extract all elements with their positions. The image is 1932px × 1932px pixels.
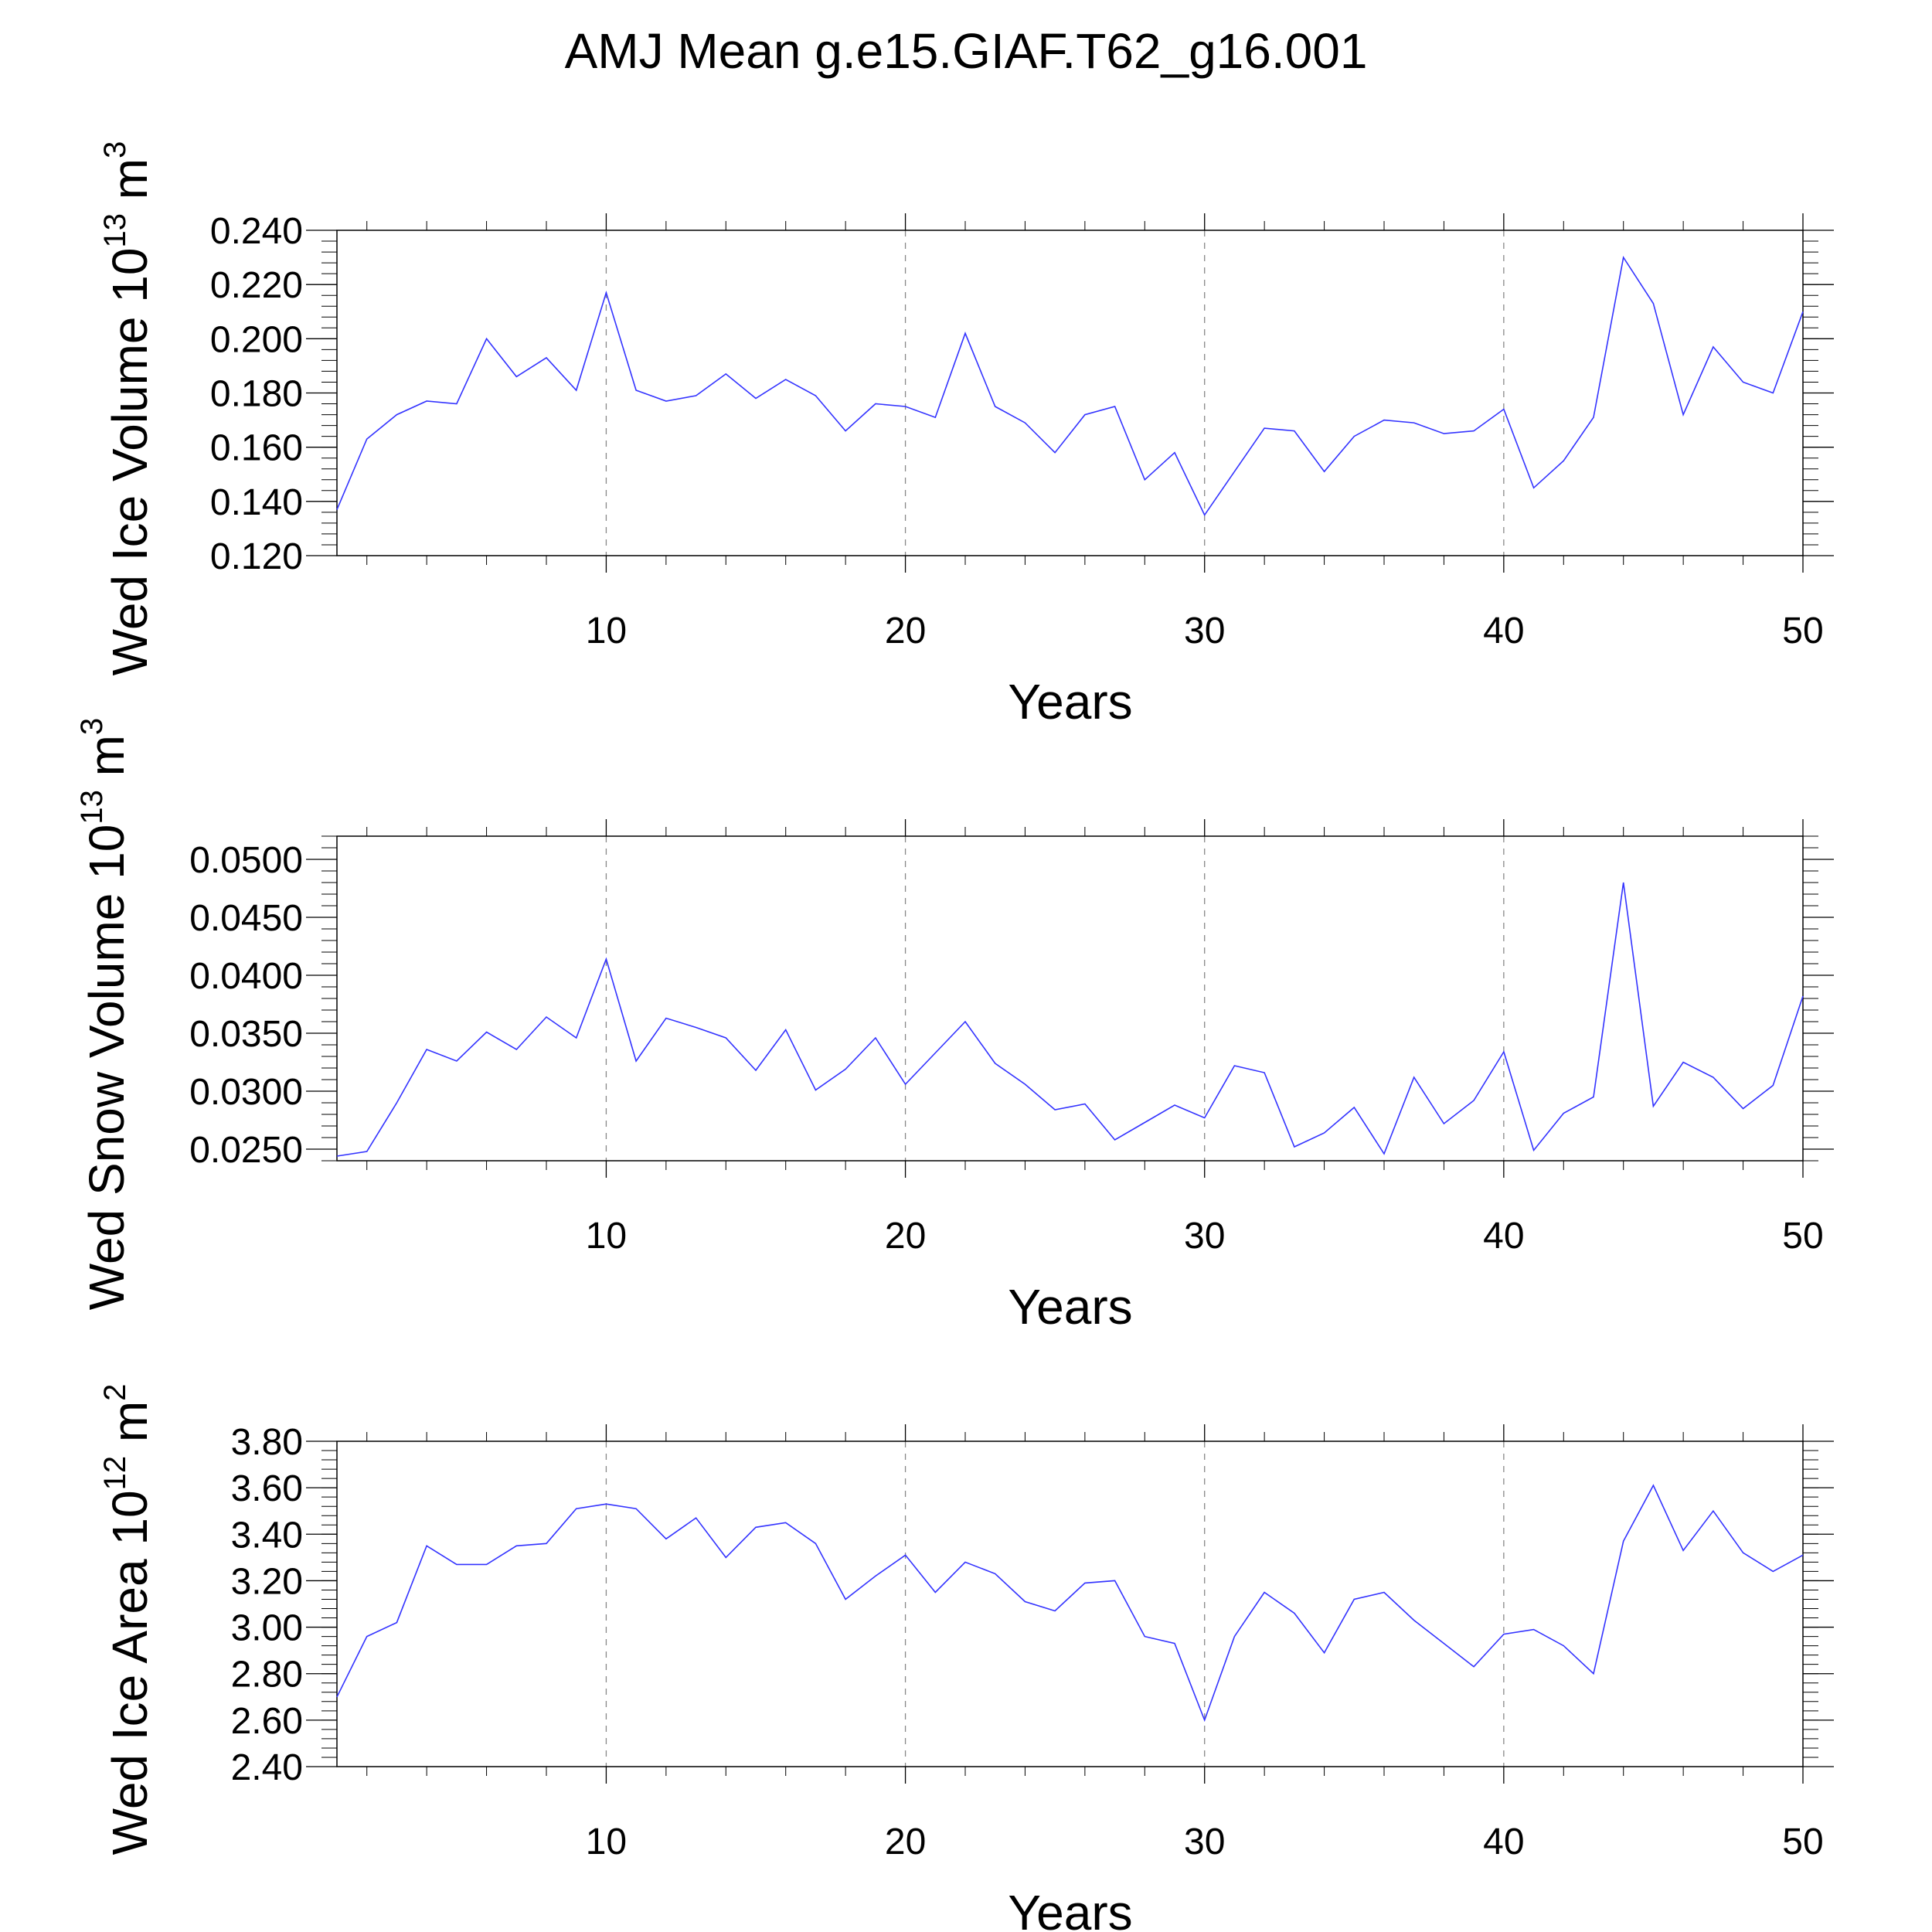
y-axis-label: Wed Ice Area 1012 m2 — [98, 1384, 158, 1855]
y-tick-label: 0.0450 — [189, 898, 303, 939]
x-axis-label: Years — [1008, 1885, 1132, 1932]
y-tick-label: 0.240 — [210, 211, 303, 252]
y-tick-label: 3.00 — [231, 1608, 303, 1649]
x-tick-label: 30 — [1184, 1216, 1225, 1257]
y-tick-label: 0.0350 — [189, 1014, 303, 1055]
y-tick-label: 0.200 — [210, 319, 303, 360]
series-line — [336, 882, 1804, 1157]
y-tick-label: 3.60 — [231, 1468, 303, 1509]
y-tick-label: 3.80 — [231, 1422, 303, 1463]
y-tick-label: 0.0300 — [189, 1072, 303, 1113]
x-tick-label: 40 — [1483, 1216, 1524, 1257]
panel-ice-area: 2.40 2.60 2.80 3.00 3.20 3.40 3.60 3.80 10 20 30 40… — [98, 1384, 1834, 1932]
x-axis-label: Years — [1008, 674, 1132, 730]
plot-frame — [336, 1440, 1804, 1767]
x-tick-label: 30 — [1184, 611, 1225, 651]
y-tick-label: 0.220 — [210, 265, 303, 306]
panel-ice-volume: 0.120 0.140 0.160 0.180 0.200 0.220 0.240 10 20 3… — [98, 141, 1834, 730]
x-tick-label: 50 — [1782, 611, 1823, 651]
plot-frame — [336, 230, 1804, 556]
x-tick-label: 10 — [586, 611, 627, 651]
chart-title: AMJ Mean g.e15.GIAF.T62_g16.001 — [565, 23, 1368, 79]
x-tick-label: 10 — [586, 1216, 627, 1257]
y-axis-label: Wed Ice Volume 1013 m3 — [98, 141, 158, 676]
x-tick-label: 10 — [586, 1821, 627, 1862]
x-tick-label: 40 — [1483, 1821, 1524, 1862]
series-line — [336, 1484, 1804, 1723]
y-tick-label: 0.140 — [210, 482, 303, 523]
x-tick-label: 20 — [885, 1821, 926, 1862]
panel-snow-volume: 0.0250 0.0300 0.0350 0.0400 0.0450 0.0500 10 20… — [75, 718, 1834, 1335]
x-tick-label: 50 — [1782, 1821, 1823, 1862]
y-tick-label: 0.160 — [210, 428, 303, 469]
x-tick-label: 50 — [1782, 1216, 1823, 1257]
series-line — [336, 255, 1804, 516]
x-tick-label: 30 — [1184, 1821, 1225, 1862]
x-axis-label: Years — [1008, 1279, 1132, 1335]
x-tick-label: 40 — [1483, 611, 1524, 651]
y-tick-label: 0.0500 — [189, 840, 303, 881]
y-tick-label: 0.120 — [210, 536, 303, 577]
x-tick-label: 20 — [885, 1216, 926, 1257]
y-tick-label: 0.180 — [210, 374, 303, 415]
y-tick-label: 2.60 — [231, 1701, 303, 1742]
y-tick-label: 2.40 — [231, 1747, 303, 1788]
x-tick-label: 20 — [885, 611, 926, 651]
y-tick-label: 3.40 — [231, 1515, 303, 1556]
y-axis-label: Wed Snow Volume 1013 m3 — [75, 718, 134, 1310]
y-tick-label: 0.0250 — [189, 1130, 303, 1171]
plot-frame — [336, 835, 1804, 1162]
y-tick-label: 0.0400 — [189, 956, 303, 997]
y-tick-label: 2.80 — [231, 1655, 303, 1696]
y-tick-label: 3.20 — [231, 1561, 303, 1602]
